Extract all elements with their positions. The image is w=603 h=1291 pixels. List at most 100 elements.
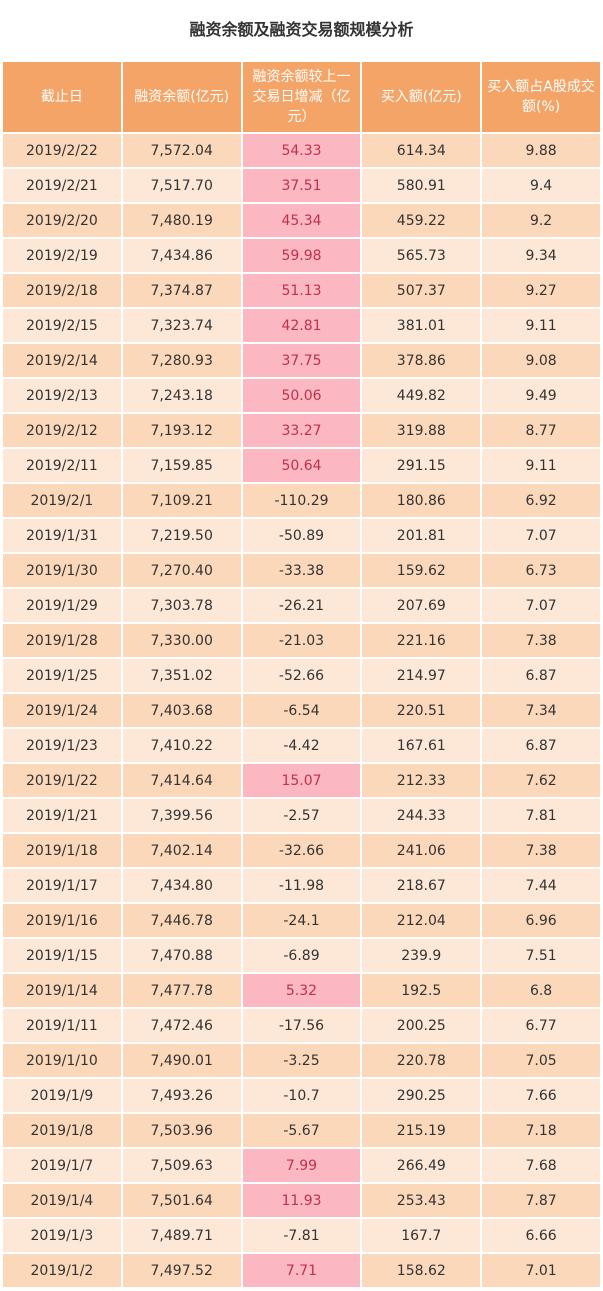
table-cell: 167.61 bbox=[362, 729, 481, 762]
table-cell: 192.5 bbox=[362, 974, 481, 1007]
table-cell: 7.44 bbox=[482, 869, 600, 902]
header-cell: 买入额(亿元) bbox=[362, 62, 481, 132]
table-cell: 37.75 bbox=[242, 344, 361, 377]
table-cell: -6.54 bbox=[242, 694, 361, 727]
table-cell: 7,280.93 bbox=[122, 344, 241, 377]
table-cell: 7.81 bbox=[482, 799, 600, 832]
table-cell: 7,477.78 bbox=[122, 974, 241, 1007]
table-cell: 7,493.26 bbox=[122, 1079, 241, 1112]
header-cell: 融资余额(亿元) bbox=[122, 62, 241, 132]
table-cell: -3.25 bbox=[242, 1044, 361, 1077]
table-cell: 7.05 bbox=[482, 1044, 600, 1077]
table-cell: 180.86 bbox=[362, 484, 481, 517]
table-cell: 2019/1/8 bbox=[3, 1114, 121, 1147]
table-cell: 50.64 bbox=[242, 449, 361, 482]
table-cell: -26.21 bbox=[242, 589, 361, 622]
table-cell: 7.07 bbox=[482, 589, 600, 622]
table-cell: 7.34 bbox=[482, 694, 600, 727]
table-cell: 7,509.63 bbox=[122, 1149, 241, 1182]
table-row: 2019/2/14 7,280.93 37.75 378.86 9.08 bbox=[3, 344, 600, 377]
table-cell: 50.06 bbox=[242, 379, 361, 412]
table-row: 2019/2/13 7,243.18 50.06 449.82 9.49 bbox=[3, 379, 600, 412]
table-cell: 6.87 bbox=[482, 659, 600, 692]
table-cell: 7.99 bbox=[242, 1149, 361, 1182]
table-cell: 2019/1/17 bbox=[3, 869, 121, 902]
table-cell: 54.33 bbox=[242, 134, 361, 167]
table-cell: 215.19 bbox=[362, 1114, 481, 1147]
table-cell: 9.11 bbox=[482, 309, 600, 342]
table-cell: 2019/2/13 bbox=[3, 379, 121, 412]
table-row: 2019/2/15 7,323.74 42.81 381.01 9.11 bbox=[3, 309, 600, 342]
table-cell: 167.7 bbox=[362, 1219, 481, 1252]
table-cell: 7.87 bbox=[482, 1184, 600, 1217]
table-cell: 51.13 bbox=[242, 274, 361, 307]
table-row: 2019/1/16 7,446.78 -24.1 212.04 6.96 bbox=[3, 904, 600, 937]
table-cell: 7.68 bbox=[482, 1149, 600, 1182]
table-row: 2019/1/23 7,410.22 -4.42 167.61 6.87 bbox=[3, 729, 600, 762]
table-cell: 7,243.18 bbox=[122, 379, 241, 412]
table-cell: 9.27 bbox=[482, 274, 600, 307]
header-cell: 截止日 bbox=[3, 62, 121, 132]
table-cell: -11.98 bbox=[242, 869, 361, 902]
table-row: 2019/2/18 7,374.87 51.13 507.37 9.27 bbox=[3, 274, 600, 307]
table-cell: 7,159.85 bbox=[122, 449, 241, 482]
table-cell: 9.34 bbox=[482, 239, 600, 272]
table-row: 2019/1/24 7,403.68 -6.54 220.51 7.34 bbox=[3, 694, 600, 727]
table-cell: 207.69 bbox=[362, 589, 481, 622]
table-cell: -4.42 bbox=[242, 729, 361, 762]
table-row: 2019/1/30 7,270.40 -33.38 159.62 6.73 bbox=[3, 554, 600, 587]
table-cell: -33.38 bbox=[242, 554, 361, 587]
table-cell: 7.62 bbox=[482, 764, 600, 797]
table-cell: 33.27 bbox=[242, 414, 361, 447]
table-cell: 614.34 bbox=[362, 134, 481, 167]
table-cell: 212.33 bbox=[362, 764, 481, 797]
table-cell: -6.89 bbox=[242, 939, 361, 972]
table-cell: -24.1 bbox=[242, 904, 361, 937]
table-cell: 2019/2/20 bbox=[3, 204, 121, 237]
table-cell: 7.01 bbox=[482, 1254, 600, 1287]
table-cell: -2.57 bbox=[242, 799, 361, 832]
table-cell: 15.07 bbox=[242, 764, 361, 797]
table-cell: -10.7 bbox=[242, 1079, 361, 1112]
table-cell: 9.2 bbox=[482, 204, 600, 237]
table-cell: 2019/1/24 bbox=[3, 694, 121, 727]
table-cell: 2019/1/25 bbox=[3, 659, 121, 692]
table-cell: 7,503.96 bbox=[122, 1114, 241, 1147]
table-cell: 7,410.22 bbox=[122, 729, 241, 762]
table-cell: 7.38 bbox=[482, 834, 600, 867]
table-cell: 42.81 bbox=[242, 309, 361, 342]
header-row: 截止日 融资余额(亿元) 融资余额较上一交易日增减（亿元） 买入额(亿元) 买入额占A股… bbox=[3, 62, 600, 132]
table-cell: 7,517.70 bbox=[122, 169, 241, 202]
table-row: 2019/1/15 7,470.88 -6.89 239.9 7.51 bbox=[3, 939, 600, 972]
table-cell: 158.62 bbox=[362, 1254, 481, 1287]
table-cell: 239.9 bbox=[362, 939, 481, 972]
table-cell: 6.73 bbox=[482, 554, 600, 587]
table-cell: 2019/1/18 bbox=[3, 834, 121, 867]
table-cell: 378.86 bbox=[362, 344, 481, 377]
table-cell: 2019/2/11 bbox=[3, 449, 121, 482]
table-cell: 8.77 bbox=[482, 414, 600, 447]
table-cell: 220.51 bbox=[362, 694, 481, 727]
table-row: 2019/2/1 7,109.21 -110.29 180.86 6.92 bbox=[3, 484, 600, 517]
table-cell: 2019/2/22 bbox=[3, 134, 121, 167]
table-cell: 7,351.02 bbox=[122, 659, 241, 692]
table-cell: 7,472.46 bbox=[122, 1009, 241, 1042]
table-cell: 7,470.88 bbox=[122, 939, 241, 972]
table-cell: 6.66 bbox=[482, 1219, 600, 1252]
table-row: 2019/1/9 7,493.26 -10.7 290.25 7.66 bbox=[3, 1079, 600, 1112]
table-row: 2019/1/21 7,399.56 -2.57 244.33 7.81 bbox=[3, 799, 600, 832]
table-cell: 9.49 bbox=[482, 379, 600, 412]
table-cell: 218.67 bbox=[362, 869, 481, 902]
table-cell: 7,446.78 bbox=[122, 904, 241, 937]
table-row: 2019/1/18 7,402.14 -32.66 241.06 7.38 bbox=[3, 834, 600, 867]
table-cell: 2019/1/28 bbox=[3, 624, 121, 657]
table-cell: 2019/1/11 bbox=[3, 1009, 121, 1042]
table-cell: 7,374.87 bbox=[122, 274, 241, 307]
table-row: 2019/1/3 7,489.71 -7.81 167.7 6.66 bbox=[3, 1219, 600, 1252]
table-cell: 2019/1/29 bbox=[3, 589, 121, 622]
table-row: 2019/1/28 7,330.00 -21.03 221.16 7.38 bbox=[3, 624, 600, 657]
table-cell: 37.51 bbox=[242, 169, 361, 202]
data-table: 截止日 融资余额(亿元) 融资余额较上一交易日增减（亿元） 买入额(亿元) 买入额占A股… bbox=[1, 60, 602, 1289]
table-cell: 7,403.68 bbox=[122, 694, 241, 727]
table-cell: 2019/2/19 bbox=[3, 239, 121, 272]
